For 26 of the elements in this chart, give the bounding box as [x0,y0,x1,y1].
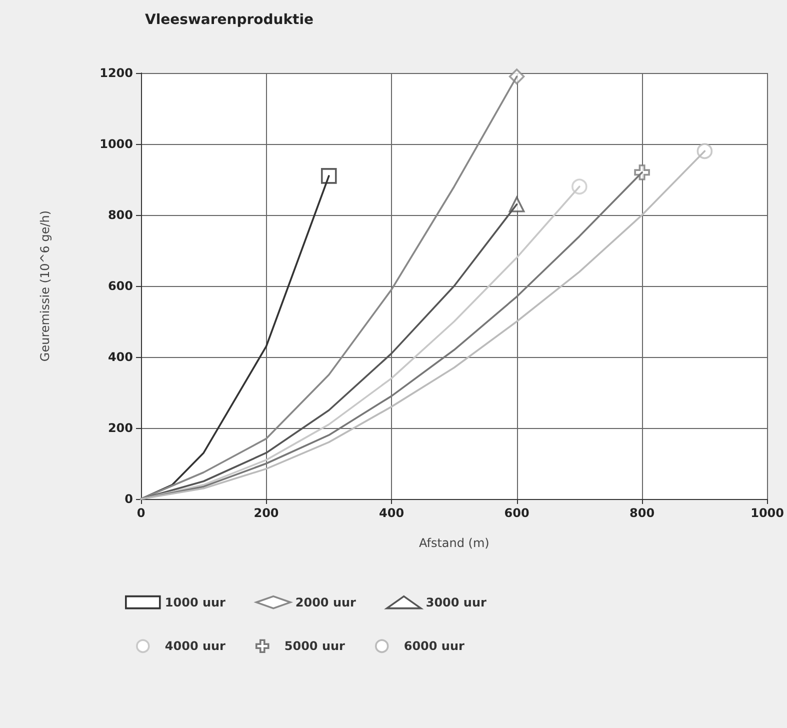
legend-label: 6000 uur [404,639,465,654]
legend-label: 5000 uur [284,639,346,654]
x-axis-title: Afstand (m) [418,536,490,550]
x-tick-label: 1000 [750,506,784,520]
legend-label: 1000 uur [164,595,226,610]
x-tick-label: 200 [254,506,279,520]
y-tick-label: 400 [108,350,133,364]
x-tick-label: 600 [504,506,530,520]
point [696,143,713,159]
y-axis-title: Geuremissie (10^6 ge/h) [38,210,52,362]
x-tick-label: 400 [378,506,404,520]
point [572,178,588,194]
y-tick-label: 800 [108,208,133,222]
legend-label: 4000 uur [164,639,226,654]
y-tick-label: 0 [124,492,133,506]
y-tick-label: 1000 [100,137,133,151]
legend-label: 3000 uur [426,595,487,610]
chart-title: Vleeswarenproduktie [145,12,314,28]
point [320,168,337,184]
x-tick-label: 800 [630,506,655,520]
y-tick-label: 1200 [100,66,133,80]
point [634,164,650,180]
legend-label: 2000 uur [295,595,356,610]
x-tick-label: 0 [136,506,146,520]
y-tick-label: 600 [108,279,133,293]
y-tick-label: 200 [108,421,133,435]
